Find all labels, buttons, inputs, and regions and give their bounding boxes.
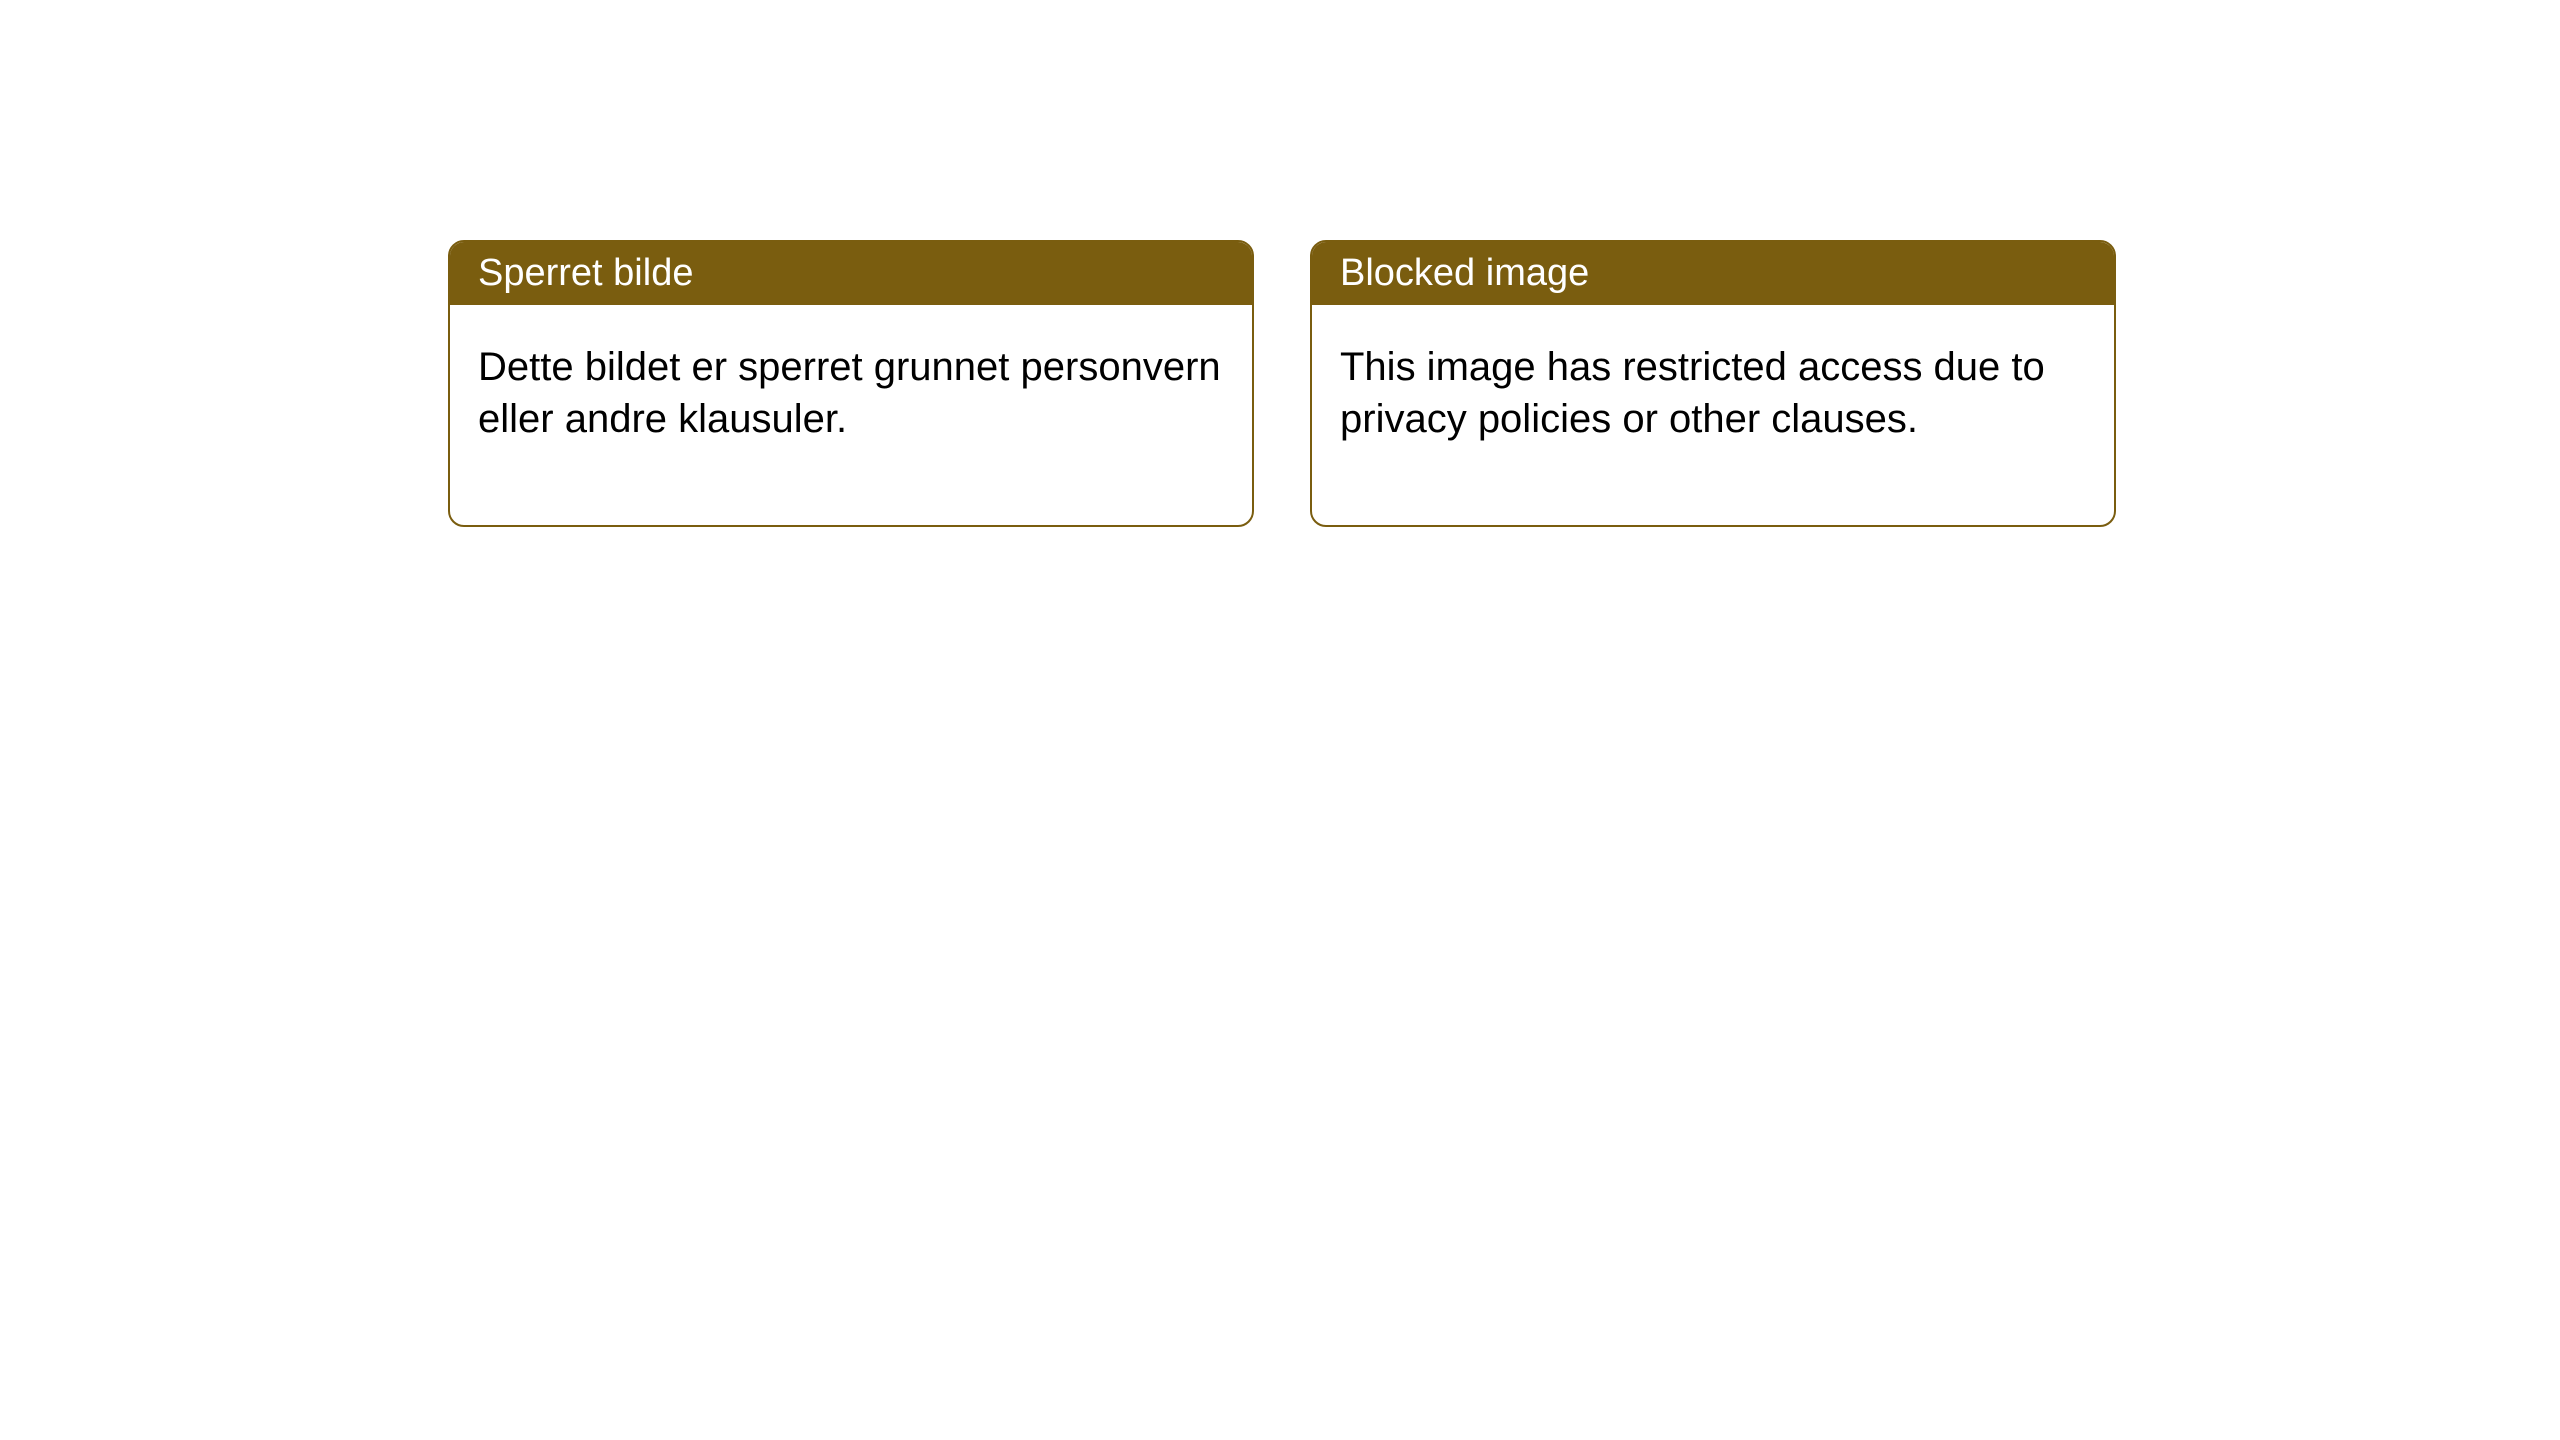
card-title: Blocked image: [1340, 252, 1589, 294]
notice-card-norwegian: Sperret bilde Dette bildet er sperret gr…: [448, 240, 1254, 527]
card-title: Sperret bilde: [478, 252, 693, 294]
notice-container: Sperret bilde Dette bildet er sperret gr…: [0, 0, 2560, 527]
card-body-english: This image has restricted access due to …: [1312, 305, 2114, 525]
notice-card-english: Blocked image This image has restricted …: [1310, 240, 2116, 527]
card-message: This image has restricted access due to …: [1340, 345, 2045, 441]
card-header-english: Blocked image: [1312, 242, 2114, 305]
card-body-norwegian: Dette bildet er sperret grunnet personve…: [450, 305, 1252, 525]
card-header-norwegian: Sperret bilde: [450, 242, 1252, 305]
card-message: Dette bildet er sperret grunnet personve…: [478, 345, 1221, 441]
